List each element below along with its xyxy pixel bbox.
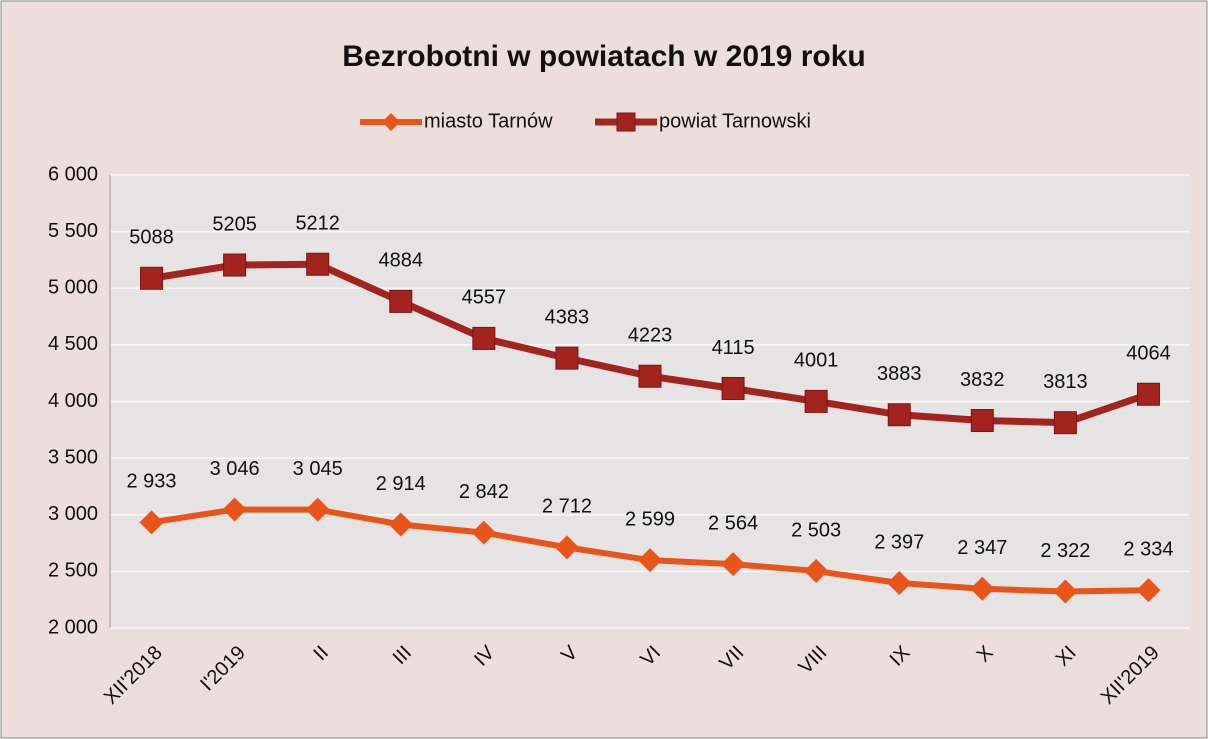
square-marker xyxy=(970,409,994,433)
data-label: 2 842 xyxy=(459,481,509,503)
square-marker xyxy=(721,376,745,400)
square-marker xyxy=(804,389,828,413)
diamond-marker xyxy=(638,548,662,573)
y-tick-label: 4 500 xyxy=(48,333,98,355)
data-label: 2 933 xyxy=(127,471,177,493)
diamond-marker xyxy=(139,510,164,535)
y-tick-label: 2 000 xyxy=(48,616,98,638)
legend-marker xyxy=(382,113,400,131)
diamond-marker xyxy=(1136,578,1161,603)
data-label: 4223 xyxy=(628,325,673,347)
data-label: 2 397 xyxy=(874,531,924,553)
y-tick-label: 2 500 xyxy=(48,560,98,582)
square-marker xyxy=(887,403,911,427)
data-label: 3813 xyxy=(1043,371,1088,393)
diamond-marker xyxy=(554,535,579,560)
legend-label: powiat Tarnowski xyxy=(659,110,811,132)
data-label: 3 046 xyxy=(210,458,260,480)
square-marker xyxy=(1053,411,1077,435)
y-tick-label: 6 000 xyxy=(48,163,98,185)
legend-label: miasto Tarnów xyxy=(424,110,553,132)
data-label: 5088 xyxy=(129,227,174,249)
y-tick-label: 3 500 xyxy=(48,446,98,468)
diamond-marker xyxy=(222,497,247,522)
data-label: 4557 xyxy=(462,287,507,309)
data-label: 2 914 xyxy=(376,473,426,495)
data-label: 4383 xyxy=(545,306,590,328)
data-label: 4884 xyxy=(379,250,424,272)
diamond-marker xyxy=(887,571,912,596)
chart-title: Bezrobotni w powiatach w 2019 roku xyxy=(342,40,865,73)
square-marker xyxy=(472,326,496,350)
diamond-marker xyxy=(1053,579,1078,604)
square-marker xyxy=(140,266,164,290)
data-label: 4001 xyxy=(794,350,839,372)
data-label: 5212 xyxy=(295,213,340,235)
data-label: 2 599 xyxy=(625,508,675,530)
square-marker xyxy=(1136,382,1160,406)
y-tick-label: 4 000 xyxy=(48,390,98,412)
y-tick-label: 3 000 xyxy=(48,503,98,525)
data-label: 3883 xyxy=(877,363,922,385)
y-tick-label: 5 500 xyxy=(48,220,98,242)
diamond-marker xyxy=(804,559,829,584)
data-label: 3832 xyxy=(960,369,1005,391)
data-label: 2 712 xyxy=(542,496,592,518)
diamond-marker xyxy=(305,497,330,522)
data-label: 2 564 xyxy=(708,512,758,534)
data-label: 2 322 xyxy=(1040,540,1090,562)
diamond-marker xyxy=(970,576,995,601)
data-label: 2 503 xyxy=(791,519,841,541)
diamond-marker xyxy=(721,552,746,577)
data-label: 2 347 xyxy=(957,537,1007,559)
data-label: 5205 xyxy=(212,213,257,235)
legend-marker xyxy=(616,112,636,132)
data-label: 4064 xyxy=(1126,343,1171,365)
data-label: 4115 xyxy=(712,337,755,359)
data-label: 3 045 xyxy=(293,458,343,480)
y-tick-label: 5 000 xyxy=(48,277,98,299)
diamond-marker xyxy=(471,520,496,545)
diamond-marker xyxy=(388,512,413,537)
square-marker xyxy=(389,289,413,313)
data-label: 2 334 xyxy=(1123,538,1173,560)
square-marker xyxy=(306,252,330,276)
square-marker xyxy=(638,364,662,388)
square-marker xyxy=(223,253,247,277)
square-marker xyxy=(555,346,579,370)
